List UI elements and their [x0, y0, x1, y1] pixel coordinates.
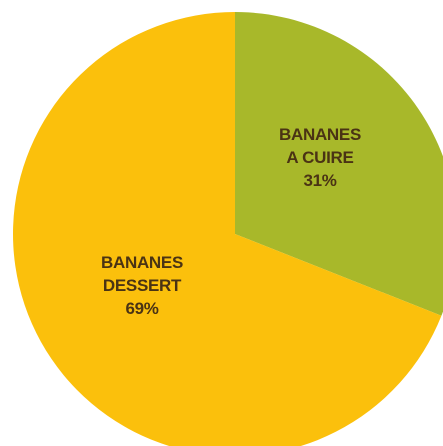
slice-category-label: BANANES — [101, 253, 183, 272]
slice-percent-label: 69% — [125, 299, 158, 318]
slice-percent-label: 31% — [303, 171, 336, 190]
pie-slice-1 — [235, 12, 443, 316]
pie-slice-2 — [13, 12, 442, 446]
pie-labels: BANANES A CUIRE 31% BANANES DESSERT 69% — [101, 125, 361, 318]
slice-category-label: DESSERT — [103, 276, 182, 295]
pie-slices — [13, 12, 443, 446]
slice-label-2: BANANES DESSERT 69% — [101, 253, 183, 318]
slice-category-label: A CUIRE — [286, 148, 353, 167]
slice-label-1: BANANES A CUIRE 31% — [279, 125, 361, 190]
slice-category-label: BANANES — [279, 125, 361, 144]
